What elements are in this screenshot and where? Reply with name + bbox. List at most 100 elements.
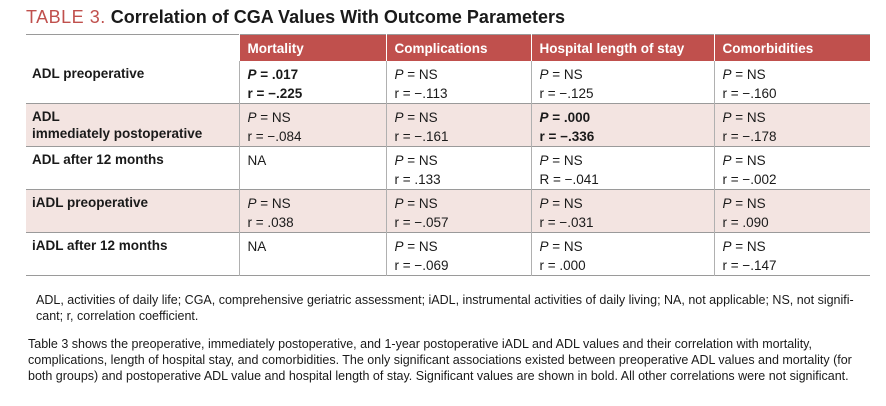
p-value: P = NS <box>540 237 714 256</box>
r-value: r = −.002 <box>722 172 777 187</box>
table-cell: NA <box>238 232 386 276</box>
p-symbol: P <box>722 67 732 82</box>
p-value-text: = NS <box>735 67 766 82</box>
header-row: Mortality Complications Hospital length … <box>26 34 870 61</box>
p-value: P = NS <box>723 65 871 84</box>
table-row: ADL immediately postoperative P = NS r = −… <box>26 103 871 147</box>
na-value: NA <box>247 239 267 254</box>
p-value: P = NS <box>540 65 714 84</box>
r-value: r = .133 <box>394 172 441 187</box>
r-value: r = .000 <box>539 258 586 273</box>
table-cell: P = NS r = −.031 <box>530 189 714 233</box>
table-cell: P = NS r = −.113 <box>385 61 531 104</box>
p-value: P = .017 <box>248 65 386 84</box>
row-label: iADL after 12 months <box>32 238 168 253</box>
p-symbol: P <box>722 153 732 168</box>
r-value: r = .090 <box>722 215 769 230</box>
p-symbol: P <box>539 196 549 211</box>
p-value: P = NS <box>395 151 531 170</box>
r-value: r = −.161 <box>394 129 449 144</box>
p-value-text: = NS <box>735 153 766 168</box>
p-symbol: P <box>247 196 257 211</box>
p-symbol: P <box>539 67 549 82</box>
p-symbol: P <box>394 67 404 82</box>
table-cell: P = .017 r = −.225 <box>238 61 386 104</box>
table-cell: P = NS r = −.125 <box>530 61 714 104</box>
table-row: ADL preoperative P = .017 r = −.225 P = NS r… <box>26 61 870 104</box>
p-value: P = .000 <box>540 108 714 127</box>
table-cell: P = NS r = −.002 <box>713 146 871 190</box>
p-symbol: P <box>722 110 732 125</box>
p-value: P = NS <box>540 151 714 170</box>
table-cell: P = NS r = −.084 <box>238 103 386 147</box>
r-value: r = −.147 <box>722 258 777 273</box>
table-cell: P = NS r = .090 <box>713 189 870 233</box>
p-value-text: = NS <box>735 110 766 125</box>
r-value: r = −.225 <box>247 86 303 101</box>
p-value: P = NS <box>395 237 531 256</box>
p-symbol: P <box>394 196 404 211</box>
p-symbol: P <box>539 110 549 125</box>
table-cell: P = NS R = −.041 <box>530 146 714 190</box>
p-value: P = NS <box>395 194 531 213</box>
table-cell: P = .000 r = −.336 <box>530 103 714 147</box>
table-cell: P = NS r = .038 <box>238 189 386 233</box>
p-value-text: = NS <box>407 67 438 82</box>
row-label: ADL after 12 months <box>32 152 164 167</box>
p-symbol: P <box>394 110 404 125</box>
table-cell: P = NS r = −.160 <box>713 61 871 104</box>
r-value: R = −.041 <box>539 172 599 187</box>
p-value-text: = NS <box>260 110 291 125</box>
p-value-text: = NS <box>407 239 438 254</box>
p-value-text: = .000 <box>552 110 591 125</box>
p-value-text: = NS <box>407 196 438 211</box>
table-cell: NA <box>238 146 386 190</box>
p-value-text: = NS <box>552 153 583 168</box>
table-cell: P = NS r = .133 <box>385 146 531 190</box>
table-row: iADL after 12 months NA P = NS r = −.069 P =… <box>26 232 871 276</box>
table-cell: P = NS r = −.178 <box>713 103 871 147</box>
p-symbol: P <box>247 110 257 125</box>
row-label: ADL preoperative <box>32 66 145 81</box>
p-symbol: P <box>539 239 549 254</box>
p-value-text: = NS <box>260 196 291 211</box>
row-label: ADL immediately postoperative <box>26 103 239 147</box>
table-row: iADL preoperative P = NS r = .038 P = NS r =… <box>26 189 870 233</box>
description-footnote: Table 3 shows the preoperative, immediat… <box>28 337 852 383</box>
r-value: r = −.125 <box>539 86 594 101</box>
p-value: P = NS <box>723 108 871 127</box>
p-value: P = NS <box>248 194 386 213</box>
table-cell: P = NS r = .000 <box>530 232 714 276</box>
r-value: r = −.178 <box>722 129 777 144</box>
table-cell: P = NS r = −.069 <box>385 232 531 276</box>
p-value-text: = NS <box>552 67 583 82</box>
p-value: P = NS <box>248 108 386 127</box>
r-value: r = −.113 <box>394 86 448 101</box>
p-value: P = NS <box>723 151 871 170</box>
row-label: iADL preoperative <box>26 189 239 233</box>
p-value-text: = NS <box>407 153 438 168</box>
r-value: r = −.160 <box>722 86 777 101</box>
r-value: r = −.069 <box>394 258 449 273</box>
p-symbol: P <box>722 239 732 254</box>
table-cell: P = NS r = −.057 <box>385 189 531 233</box>
table-caption: Correlation of CGA Values With Outcome P… <box>110 7 565 27</box>
header-corner <box>26 34 239 61</box>
abbreviations-footnote: ADL, activities of daily life; CGA, comp… <box>36 293 854 323</box>
p-value: P = NS <box>723 237 871 256</box>
table-cell: P = NS r = −.161 <box>385 103 531 147</box>
p-value-text: = .017 <box>260 67 299 82</box>
table-number: TABLE 3. <box>26 7 106 27</box>
table-cell: P = NS r = −.147 <box>713 232 871 276</box>
p-symbol: P <box>247 67 257 82</box>
table-row: ADL after 12 months NA P = NS r = .133 P = N… <box>26 146 871 190</box>
r-value: r = −.336 <box>539 129 595 144</box>
r-value: r = .038 <box>247 215 294 230</box>
column-header: Mortality <box>238 34 386 61</box>
p-symbol: P <box>722 196 732 211</box>
p-value-text: = NS <box>407 110 438 125</box>
p-symbol: P <box>394 239 404 254</box>
p-value: P = NS <box>395 65 531 84</box>
p-symbol: P <box>539 153 549 168</box>
column-header: Comorbidities <box>713 34 870 61</box>
